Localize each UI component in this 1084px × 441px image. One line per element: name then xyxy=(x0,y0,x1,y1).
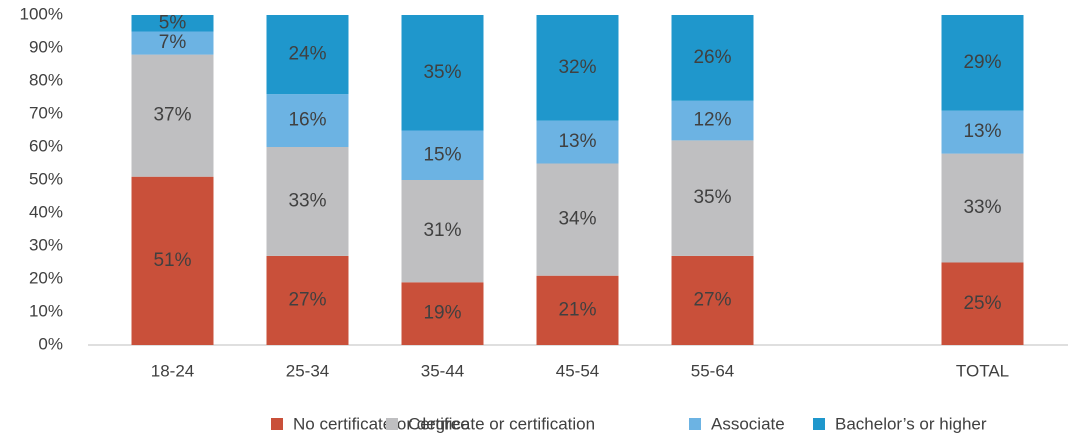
value-label: 37% xyxy=(153,105,191,126)
legend-swatch xyxy=(689,418,701,430)
value-label: 35% xyxy=(693,187,731,208)
bar-segment xyxy=(266,15,349,95)
y-tick-label: 20% xyxy=(29,268,63,287)
value-label: 29% xyxy=(963,52,1001,73)
x-tick-label: TOTAL xyxy=(956,361,1009,380)
bar-segment xyxy=(131,15,214,32)
value-label: 24% xyxy=(288,44,326,65)
bar-segment xyxy=(536,120,619,164)
bar-segment xyxy=(941,153,1024,263)
y-tick-label: 70% xyxy=(29,103,63,122)
value-label: 33% xyxy=(963,197,1001,218)
bar-segment xyxy=(401,180,484,283)
legend-label: Bachelor’s or higher xyxy=(835,414,987,433)
value-label: 33% xyxy=(288,190,326,211)
bar-segment xyxy=(536,163,619,276)
bar-segment xyxy=(401,282,484,345)
bar-segment xyxy=(671,255,754,345)
y-tick-label: 90% xyxy=(29,37,63,56)
value-label: 34% xyxy=(558,209,596,230)
x-tick-label: 55-64 xyxy=(691,361,734,380)
value-label: 27% xyxy=(693,289,731,310)
bar-segment xyxy=(941,15,1024,111)
value-label: 25% xyxy=(963,293,1001,314)
bar-segment xyxy=(536,275,619,345)
y-tick-label: 50% xyxy=(29,169,63,188)
legend-label: Associate xyxy=(711,414,785,433)
y-tick-label: 100% xyxy=(20,4,63,23)
value-label: 31% xyxy=(423,220,461,241)
value-label: 16% xyxy=(288,110,326,131)
value-label: 7% xyxy=(159,32,187,53)
bar-segment xyxy=(131,176,214,345)
bar-segment xyxy=(266,94,349,147)
value-label: 12% xyxy=(693,110,731,131)
value-label: 51% xyxy=(153,250,191,271)
bar-segment xyxy=(941,110,1024,154)
value-label: 27% xyxy=(288,289,326,310)
value-label: 5% xyxy=(159,12,187,33)
x-tick-label: 35-44 xyxy=(421,361,464,380)
bar-segment xyxy=(671,140,754,256)
value-label: 13% xyxy=(963,121,1001,142)
value-label: 19% xyxy=(423,303,461,324)
bar-segment xyxy=(671,15,754,101)
y-tick-label: 40% xyxy=(29,202,63,221)
y-tick-label: 60% xyxy=(29,136,63,155)
bar-segment xyxy=(131,54,214,177)
bar-segment xyxy=(401,15,484,131)
bar-segment xyxy=(401,130,484,180)
legend-swatch xyxy=(271,418,283,430)
y-tick-label: 10% xyxy=(29,301,63,320)
bar-segment xyxy=(266,147,349,256)
y-tick-label: 80% xyxy=(29,70,63,89)
value-label: 13% xyxy=(558,131,596,152)
bar-segment xyxy=(941,262,1024,345)
value-label: 35% xyxy=(423,62,461,83)
bar-segment xyxy=(266,255,349,345)
bar-segment xyxy=(131,31,214,55)
x-tick-label: 25-34 xyxy=(286,361,329,380)
x-tick-label: 45-54 xyxy=(556,361,599,380)
y-tick-label: 0% xyxy=(38,334,63,353)
value-label: 26% xyxy=(693,47,731,68)
legend-label: Certificate or certification xyxy=(408,414,595,433)
bar-segment xyxy=(671,100,754,141)
legend-swatch xyxy=(813,418,825,430)
legend-swatch xyxy=(386,418,398,430)
legend-label: No certificate or degree xyxy=(293,414,470,433)
value-label: 15% xyxy=(423,144,461,165)
bar-segment xyxy=(536,15,619,121)
value-label: 21% xyxy=(558,299,596,320)
y-tick-label: 30% xyxy=(29,235,63,254)
value-label: 32% xyxy=(558,57,596,78)
x-tick-label: 18-24 xyxy=(151,361,194,380)
